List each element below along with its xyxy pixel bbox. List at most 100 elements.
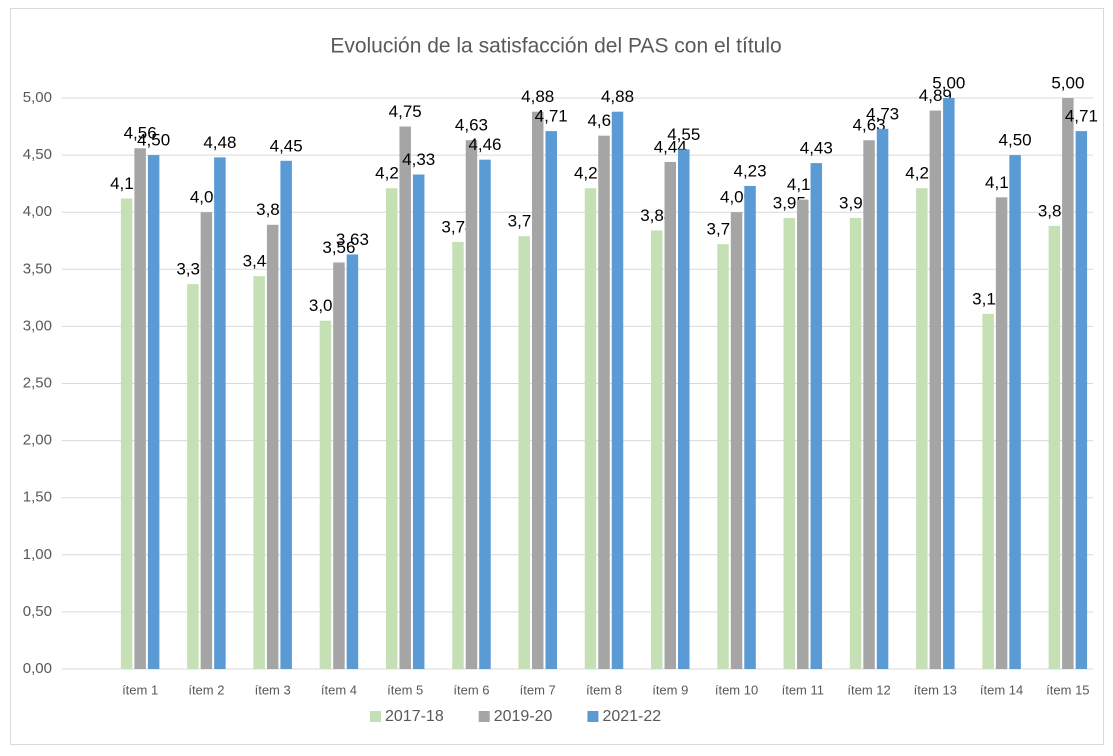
y-tick-label: 3,00: [23, 317, 52, 334]
y-tick-label: 4,00: [23, 203, 52, 220]
y-tick-label: 2,50: [23, 374, 52, 391]
bar: [876, 128, 889, 670]
bar: [730, 212, 743, 669]
bar: [545, 131, 557, 670]
data-label: 4,63: [455, 116, 488, 135]
data-label: 3,56: [322, 238, 355, 257]
bar: [253, 276, 265, 669]
data-label: 4,71: [535, 107, 568, 126]
legend-swatch: [370, 711, 381, 722]
x-tick-label: ítem 3: [255, 682, 291, 697]
bar: [452, 241, 464, 669]
data-label: 4,75: [389, 102, 422, 121]
bar: [399, 126, 411, 670]
x-tick-label: ítem 8: [586, 682, 622, 697]
bar: [664, 161, 677, 669]
legend-swatch: [478, 711, 490, 722]
x-tick-label: ítem 15: [1046, 682, 1089, 697]
data-label: 4,45: [270, 136, 303, 155]
data-label: 5,00: [1051, 73, 1084, 92]
y-tick-label: 5,00: [23, 89, 52, 106]
data-label: 4,56: [124, 124, 157, 143]
data-label: 4,43: [800, 139, 833, 158]
x-tick-label: ítem 13: [914, 682, 957, 697]
bar: [1009, 155, 1021, 670]
bar: [611, 111, 624, 670]
x-tick-label: ítem 12: [847, 682, 890, 697]
bar: [598, 135, 610, 669]
bar: [849, 217, 862, 669]
data-label: 4,48: [203, 133, 236, 152]
data-label: 4,50: [137, 131, 170, 150]
bar: [147, 155, 160, 670]
bar: [810, 163, 823, 669]
chart-title: Evolución de la satisfacción del PAS con…: [330, 35, 781, 58]
legend-label: 2019-20: [494, 708, 553, 725]
bar: [863, 140, 875, 669]
data-label: 4,50: [999, 131, 1032, 150]
bar: [465, 140, 478, 669]
bar: [266, 224, 279, 669]
bar: [319, 320, 332, 669]
x-tick-label: ítem 10: [715, 682, 758, 697]
bar: [346, 254, 359, 670]
bar: [651, 230, 663, 670]
legend-label: 2021-22: [602, 708, 661, 725]
data-label: 5,00: [932, 73, 965, 92]
bar: [412, 174, 425, 669]
bar: [187, 284, 199, 669]
legend-label: 2017-18: [385, 708, 444, 725]
bar: [797, 199, 809, 669]
data-label: 4,23: [733, 161, 766, 180]
bar: [214, 157, 226, 669]
y-tick-label: 4,50: [23, 146, 52, 163]
data-label: 4,71: [1065, 107, 1098, 126]
bar: [995, 197, 1008, 669]
data-label: 4,33: [402, 150, 435, 169]
bar: [385, 188, 398, 669]
bar: [916, 188, 928, 669]
bar: [1075, 131, 1088, 670]
y-tick-label: 1,50: [23, 489, 52, 506]
bar: [518, 236, 530, 669]
data-label: 4,88: [601, 87, 634, 106]
x-tick-label: ítem 5: [387, 682, 423, 697]
x-tick-label: ítem 4: [321, 682, 357, 697]
bar: [333, 262, 345, 669]
bar: [982, 313, 994, 669]
bar: [134, 148, 146, 670]
x-tick-label: ítem 9: [652, 682, 688, 697]
bar: [717, 244, 729, 669]
data-label: 4,46: [468, 135, 501, 154]
x-tick-label: ítem 7: [520, 682, 556, 697]
data-label: 4,73: [866, 104, 899, 123]
legend-swatch: [587, 711, 599, 722]
data-label: 4,55: [667, 125, 700, 144]
y-tick-label: 3,50: [23, 260, 52, 277]
y-tick-label: 0,00: [23, 660, 52, 677]
x-tick-label: ítem 14: [980, 682, 1023, 697]
bar: [943, 98, 955, 669]
bar: [479, 159, 491, 669]
data-label: 4,88: [521, 87, 554, 106]
bar: [531, 111, 544, 670]
bar: [1062, 98, 1074, 669]
bar: [1048, 225, 1061, 670]
bar: [280, 160, 292, 669]
bar: [678, 149, 690, 669]
x-tick-label: ítem 11: [782, 682, 824, 697]
bar: [120, 198, 133, 669]
bar: [200, 212, 213, 669]
x-tick-label: ítem 1: [122, 682, 158, 697]
bar: [783, 217, 796, 669]
x-tick-label: ítem 2: [188, 682, 224, 697]
bar: [929, 110, 942, 669]
y-tick-label: 0,50: [23, 603, 52, 620]
x-tick-label: ítem 6: [453, 682, 489, 697]
bar: [584, 188, 597, 669]
y-tick-label: 1,00: [23, 546, 52, 563]
data-label: 3,63: [336, 230, 369, 249]
bar: [744, 185, 756, 669]
y-tick-label: 2,00: [23, 432, 52, 449]
